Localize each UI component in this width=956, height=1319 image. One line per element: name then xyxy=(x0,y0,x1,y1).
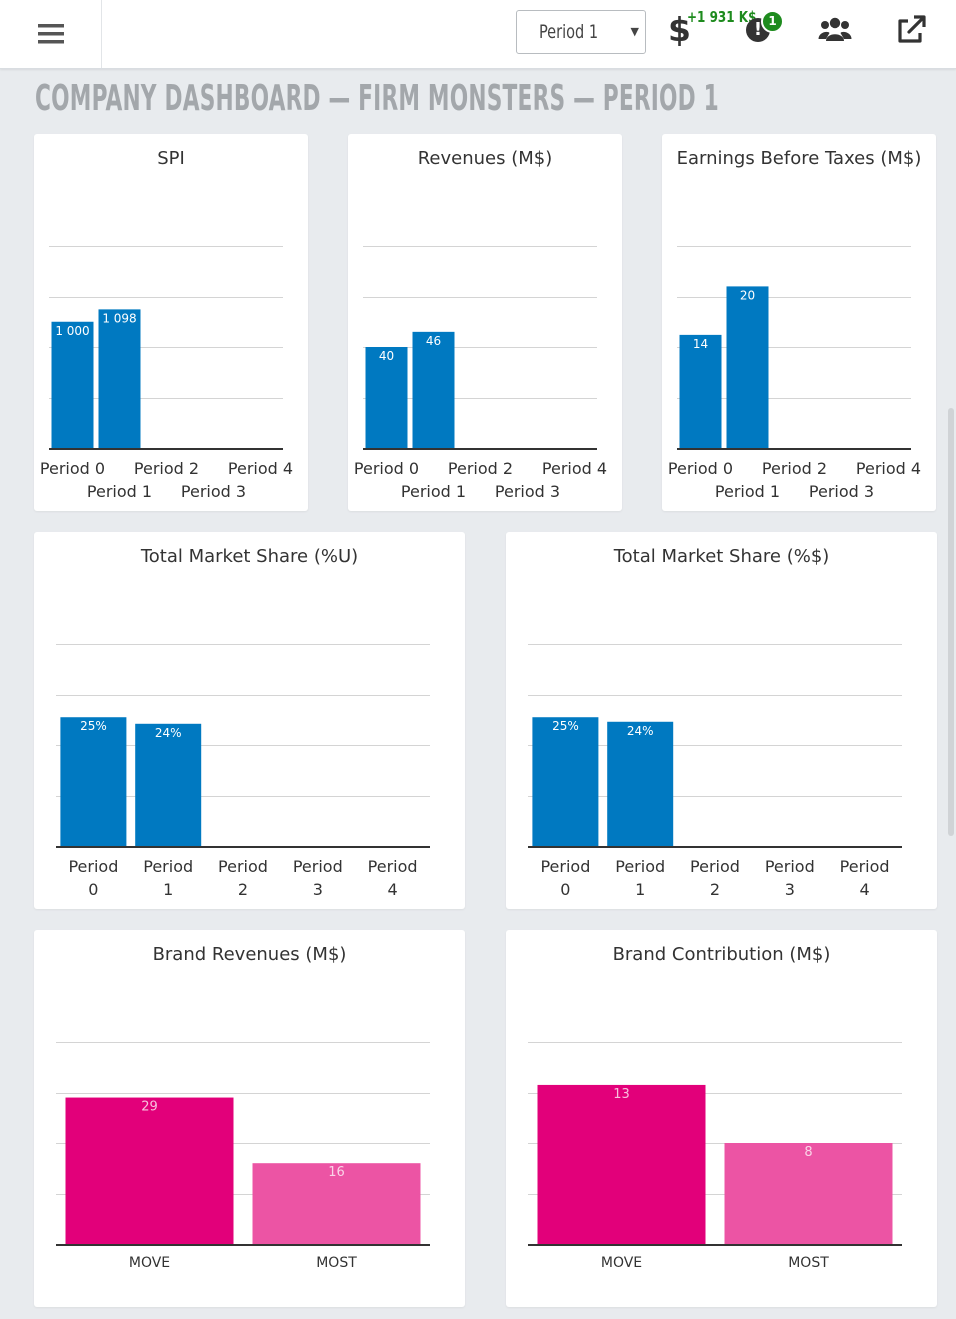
data-label: 29 xyxy=(141,1100,158,1115)
tick-label: Period 4 xyxy=(368,857,418,899)
chart-title: SPI xyxy=(157,148,185,169)
ebt-chart-card: Earnings Before Taxes (M$) 14 20 Period 0 P… xyxy=(662,134,936,511)
tick-label: MOVE xyxy=(601,1255,642,1271)
data-label: 1 000 xyxy=(55,324,89,338)
dollar-icon[interactable]: $ xyxy=(668,10,691,49)
data-label: 20 xyxy=(740,288,755,302)
data-label: 14 xyxy=(693,337,708,351)
tick-label: Period 3 xyxy=(293,857,343,899)
spi-chart-card: SPI 1 000 1 098 Period 0 Period 1 Period 2 Pe… xyxy=(34,134,308,511)
market-share-units-chart: 25% 24% Period 0 Period 1 Period 2 Period 3 Period… xyxy=(56,644,430,899)
data-label: 16 xyxy=(328,1165,345,1180)
data-label: 25% xyxy=(552,719,579,733)
alert-count-badge: 1 xyxy=(761,10,784,33)
ebt-chart: 14 20 Period 0 Period 1 Period 2 Period 3 Peri… xyxy=(668,246,921,501)
tick-label: MOVE xyxy=(129,1255,170,1271)
bar-period-1 xyxy=(412,331,455,448)
period-select[interactable]: Period 1 ▼ xyxy=(516,10,646,54)
data-label: 13 xyxy=(613,1087,630,1102)
top-bar: Period 1 ▼ $ +1 931 K$ ! 1 xyxy=(0,0,956,69)
market-share-value-chart: 25% 24% Period 0 Period 1 Period 2 Period 3 Period… xyxy=(528,644,902,899)
data-label: 40 xyxy=(379,349,394,363)
page-title: COMPANY DASHBOARD — FIRM MONSTERS — PERI… xyxy=(35,78,719,119)
tick-label: Period 2 xyxy=(134,459,199,478)
data-label: 25% xyxy=(80,719,107,733)
tick-label: Period 0 xyxy=(68,857,118,899)
tick-label: Period 3 xyxy=(809,482,874,501)
data-label: 24% xyxy=(627,724,654,738)
bar-period-1 xyxy=(726,286,769,448)
tick-label: Period 3 xyxy=(181,482,246,501)
tick-label: Period 2 xyxy=(762,459,827,478)
brand-contribution-chart-card: Brand Contribution (M$) 13 8 MOVE MOST xyxy=(506,930,937,1307)
period-select-value: Period 1 xyxy=(539,21,599,43)
bar-period-1 xyxy=(607,721,674,846)
scrollbar[interactable] xyxy=(948,408,954,836)
users-icon[interactable] xyxy=(818,14,852,48)
tick-label: Period 1 xyxy=(715,482,780,501)
tick-label: MOST xyxy=(316,1255,357,1271)
tick-label: Period 0 xyxy=(354,459,419,478)
bar-most xyxy=(724,1143,893,1244)
market-share-units-chart-card: Total Market Share (%U) 25% 24% Period 0 Per… xyxy=(34,532,465,909)
brand-revenues-chart: 29 16 MOVE MOST xyxy=(56,1042,430,1271)
bar-move xyxy=(65,1097,234,1244)
bar-period-1 xyxy=(135,723,202,846)
chart-title: Total Market Share (%$) xyxy=(613,546,830,567)
data-label: 46 xyxy=(426,334,441,348)
chart-title: Brand Revenues (M$) xyxy=(152,944,347,965)
tick-label: Period 4 xyxy=(228,459,293,478)
spi-chart: 1 000 1 098 Period 0 Period 1 Period 2 Period… xyxy=(40,246,293,501)
external-link-icon[interactable] xyxy=(895,14,927,46)
tick-label: Period 0 xyxy=(668,459,733,478)
cash-delta: +1 931 K$ xyxy=(687,8,757,26)
tick-label: MOST xyxy=(788,1255,829,1271)
revenues-chart: 40 46 Period 0 Period 1 Period 2 Period 3 Peri… xyxy=(354,246,607,501)
chart-title: Earnings Before Taxes (M$) xyxy=(676,148,922,169)
tick-label: Period 1 xyxy=(143,857,193,899)
tick-label: Period 2 xyxy=(448,459,513,478)
tick-label: Period 0 xyxy=(540,857,590,899)
tick-label: Period 2 xyxy=(690,857,740,899)
bar-period-0 xyxy=(365,347,408,448)
chart-title: Total Market Share (%U) xyxy=(140,546,359,567)
bar-move xyxy=(537,1084,706,1244)
revenues-chart-card: Revenues (M$) 40 46 Period 0 Period 1 Period… xyxy=(348,134,622,511)
tick-label: Period 3 xyxy=(495,482,560,501)
tick-label: Period 4 xyxy=(856,459,921,478)
tick-label: Period 4 xyxy=(542,459,607,478)
bar-most xyxy=(252,1163,421,1244)
bar-period-1 xyxy=(98,309,141,448)
tick-label: Period 1 xyxy=(615,857,665,899)
tick-label: Period 4 xyxy=(840,857,890,899)
data-label: 8 xyxy=(804,1145,812,1160)
tick-label: Period 1 xyxy=(87,482,152,501)
tick-label: Period 0 xyxy=(40,459,105,478)
chart-title: Revenues (M$) xyxy=(417,148,553,169)
bar-period-0 xyxy=(679,334,722,448)
tick-label: Period 2 xyxy=(218,857,268,899)
menu-button[interactable] xyxy=(0,0,102,68)
market-share-value-chart-card: Total Market Share (%$) 25% 24% Period 0 Per… xyxy=(506,532,937,909)
data-label: 1 098 xyxy=(102,311,136,325)
bar-period-0 xyxy=(532,717,599,846)
bar-period-0 xyxy=(60,717,127,846)
tick-label: Period 3 xyxy=(765,857,815,899)
chevron-down-icon: ▼ xyxy=(630,25,639,38)
tick-label: Period 1 xyxy=(401,482,466,501)
brand-contribution-chart: 13 8 MOVE MOST xyxy=(528,1042,902,1271)
chart-title: Brand Contribution (M$) xyxy=(612,944,831,965)
bar-period-0 xyxy=(51,321,94,448)
brand-revenues-chart-card: Brand Revenues (M$) 29 16 MOVE MOST xyxy=(34,930,465,1307)
data-label: 24% xyxy=(155,726,182,740)
hamburger-menu-icon xyxy=(37,24,64,44)
